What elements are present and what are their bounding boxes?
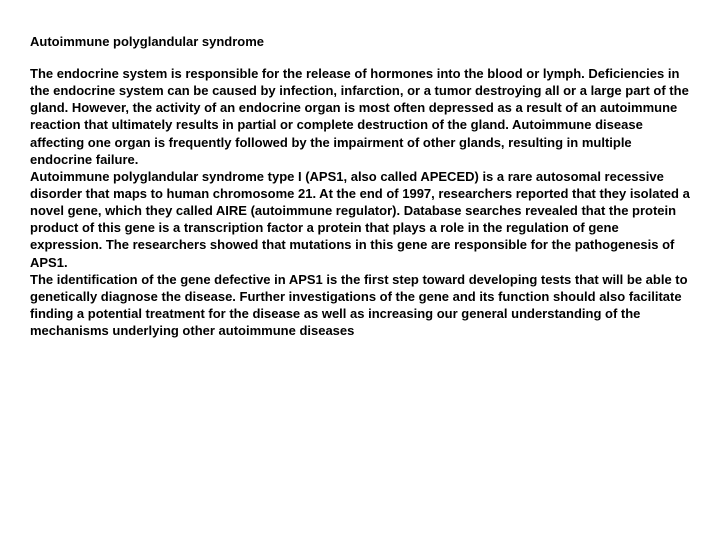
document-title: Autoimmune polyglandular syndrome	[30, 34, 690, 51]
document-page: Autoimmune polyglandular syndrome The en…	[0, 0, 720, 540]
document-body: The endocrine system is responsible for …	[30, 65, 690, 340]
